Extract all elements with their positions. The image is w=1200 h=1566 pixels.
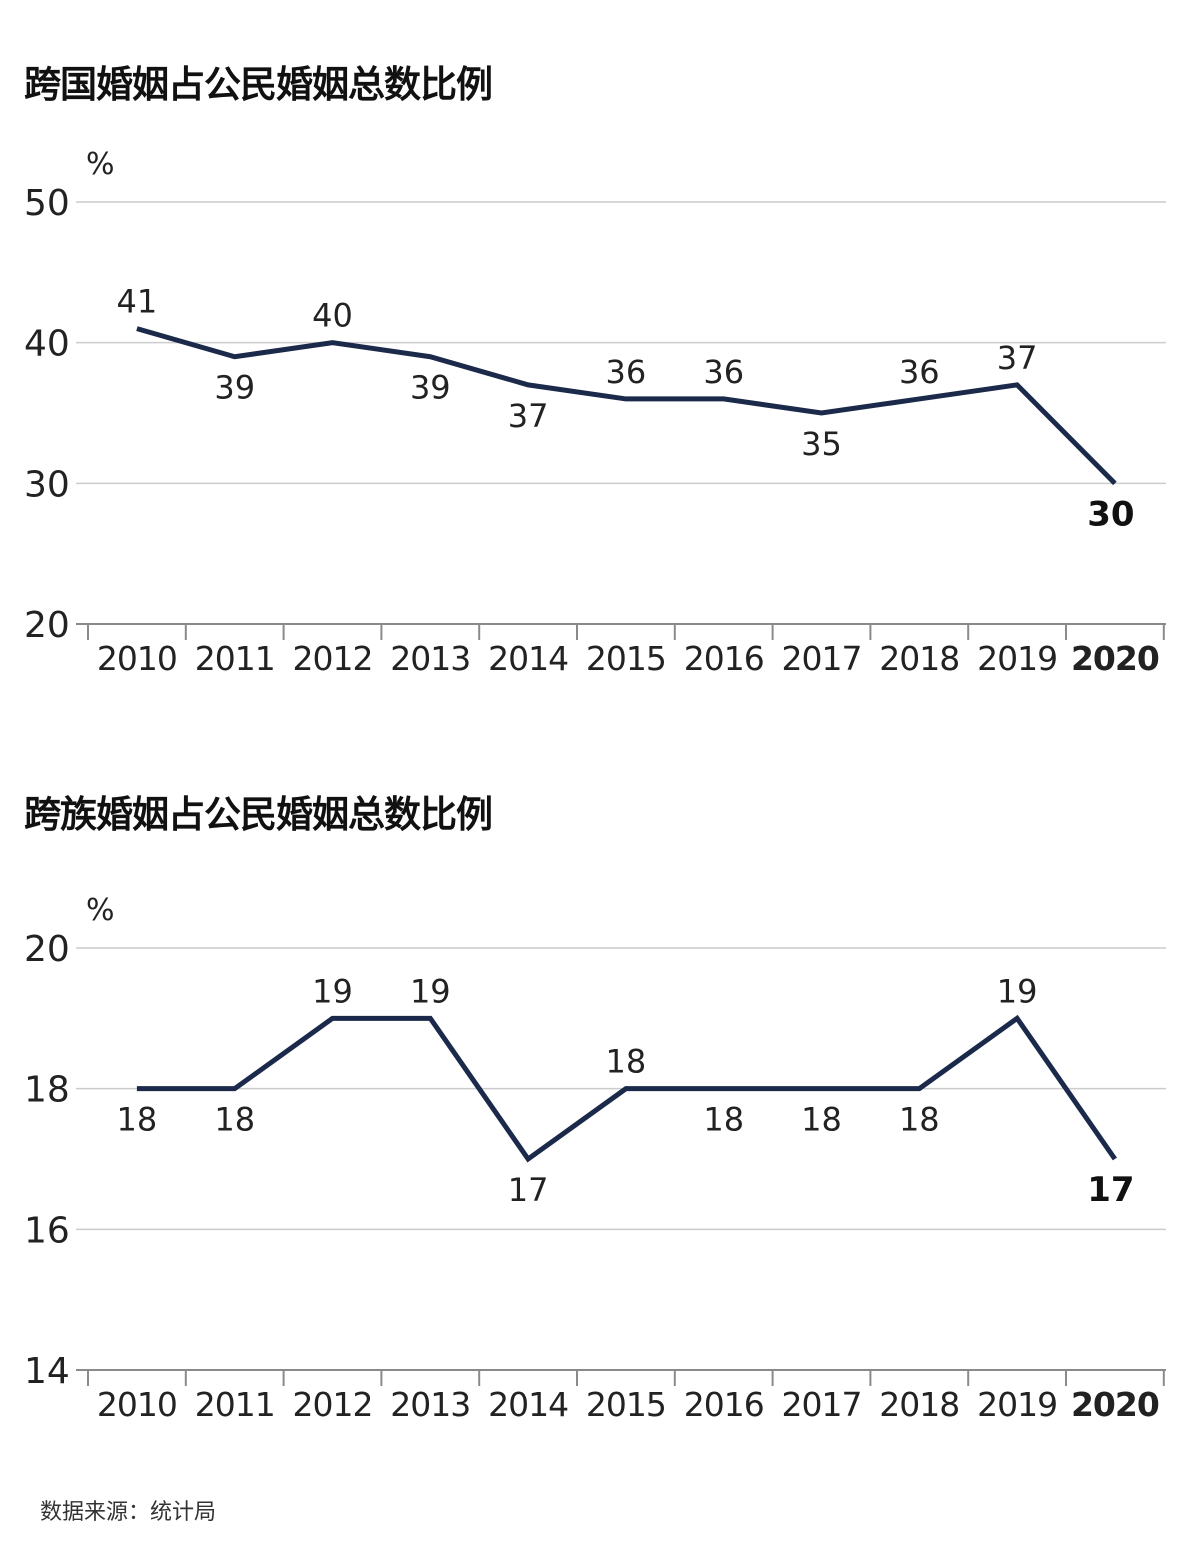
y-tick-label: 18: [24, 1070, 70, 1111]
y-tick-label: 20: [24, 929, 70, 970]
data-label: 18: [117, 1101, 158, 1139]
y-unit-label: %: [86, 147, 115, 182]
y-tick-label: 50: [24, 183, 70, 224]
x-tick-label: 2011: [195, 1385, 275, 1424]
series-line: [136, 1014, 1117, 1163]
chart-title-interethnic: 跨族婚姻占公民婚姻总数比例: [24, 793, 493, 836]
x-tick-label: 2012: [293, 1385, 373, 1424]
x-tick-label: 2014: [488, 639, 568, 678]
data-label: 18: [214, 1101, 255, 1139]
x-tick-label: 2017: [782, 1385, 862, 1424]
x-tick-label: 2016: [684, 1385, 764, 1424]
series-line: [136, 326, 1117, 486]
data-label: 37: [508, 397, 549, 435]
data-label: 18: [801, 1101, 842, 1139]
data-label: 40: [312, 297, 353, 335]
x-tick-label: 2013: [390, 639, 470, 678]
data-label: 17: [1087, 1170, 1134, 1210]
data-label: 35: [801, 425, 842, 463]
x-tick-label: 2010: [97, 1385, 177, 1424]
data-label: 36: [899, 353, 940, 391]
data-label: 36: [606, 353, 647, 391]
data-label: 30: [1087, 494, 1134, 534]
x-tick-label: 2013: [390, 1385, 470, 1424]
data-label: 39: [410, 369, 451, 407]
y-tick-label: 20: [24, 605, 70, 646]
x-tick-label: 2020: [1071, 639, 1159, 678]
data-label: 36: [703, 353, 744, 391]
y-tick-label: 40: [24, 324, 70, 365]
data-label: 19: [410, 972, 451, 1010]
source-note: 数据来源：统计局: [40, 1500, 217, 1525]
data-label: 19: [997, 972, 1038, 1010]
data-label: 18: [606, 1043, 647, 1081]
x-tick-label: 2010: [97, 639, 177, 678]
x-tick-label: 2015: [586, 1385, 666, 1424]
y-tick-label: 14: [24, 1351, 70, 1392]
x-tick-label: 2019: [977, 639, 1057, 678]
x-tick-label: 2015: [586, 639, 666, 678]
x-tick-label: 2016: [684, 639, 764, 678]
x-tick-label: 2018: [879, 639, 959, 678]
x-tick-label: 2017: [782, 639, 862, 678]
y-unit-label: %: [86, 893, 115, 928]
x-tick-label: 2012: [293, 639, 373, 678]
y-tick-label: 30: [24, 464, 70, 505]
data-label: 37: [997, 339, 1038, 377]
chart-title-international: 跨国婚姻占公民婚姻总数比例: [24, 63, 493, 106]
x-tick-label: 2011: [195, 639, 275, 678]
chart-international-marriage: % 20 30 40 50 2010 2011 2012 2013 2014 2015 2016 201…: [24, 147, 1166, 678]
data-label: 18: [703, 1101, 744, 1139]
x-tick-label: 2020: [1071, 1385, 1159, 1424]
data-label: 19: [312, 972, 353, 1010]
y-tick-label: 16: [24, 1210, 70, 1251]
data-label: 18: [899, 1101, 940, 1139]
chart-interethnic-marriage: % 14 16 18 20 2010 2011 2012 2013 2014 2015 2016 201…: [24, 893, 1166, 1424]
data-label: 39: [214, 369, 255, 407]
data-label: 41: [117, 283, 158, 321]
x-tick-label: 2019: [977, 1385, 1057, 1424]
x-tick-label: 2018: [879, 1385, 959, 1424]
x-tick-label: 2014: [488, 1385, 568, 1424]
data-label: 17: [508, 1171, 549, 1209]
